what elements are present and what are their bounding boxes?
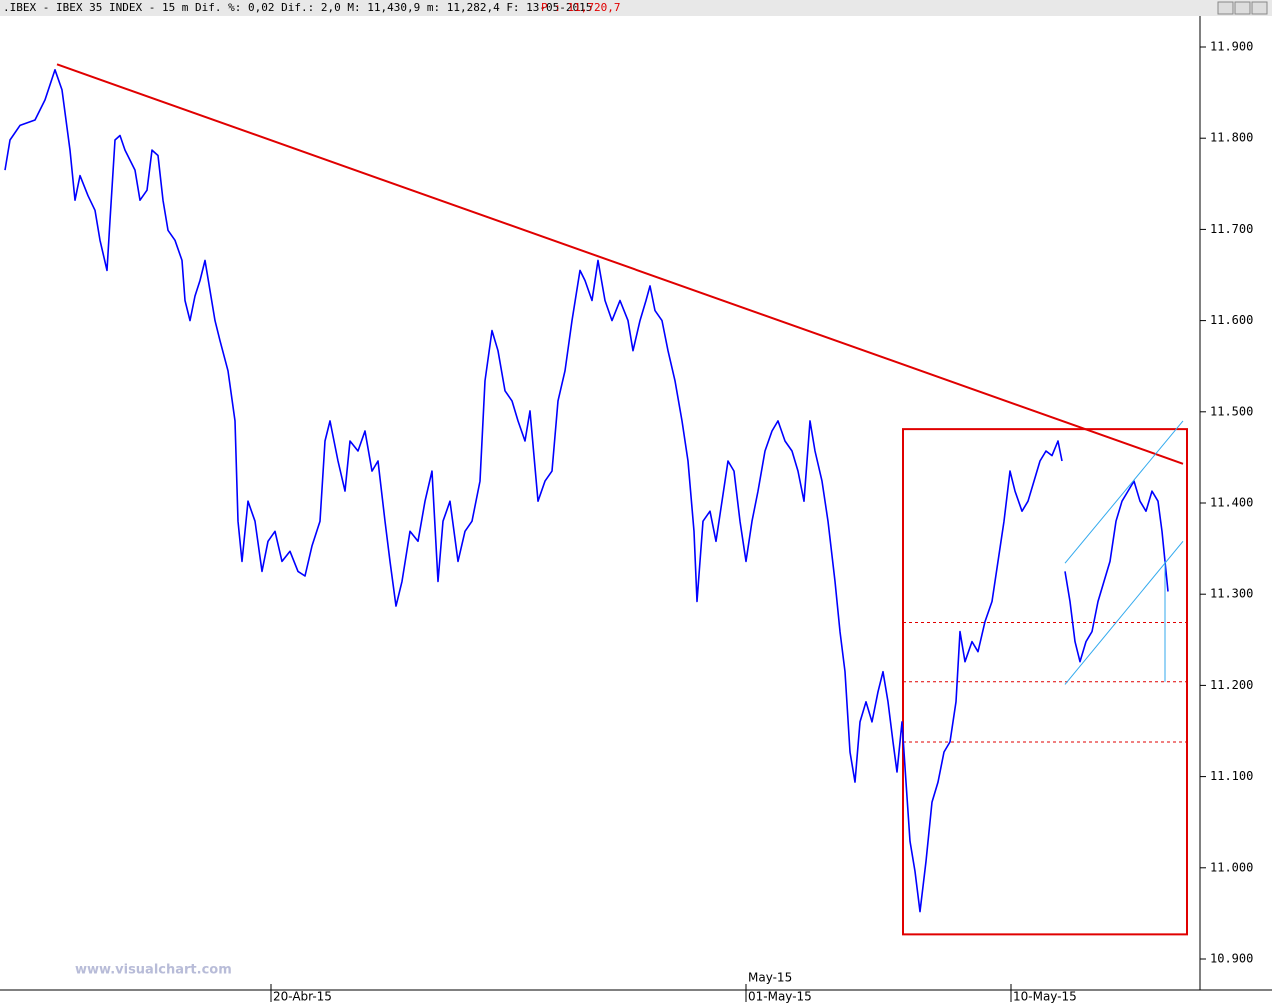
- price-line: [4, 69, 1169, 913]
- watermark: www.visualchart.com: [75, 963, 232, 978]
- trend-line: [1064, 420, 1184, 564]
- y-tick-label: 11.300: [1210, 587, 1253, 601]
- close-button[interactable]: [1251, 1, 1268, 15]
- header-bar: [0, 0, 1272, 16]
- x-tick-label: 20-Abr-15: [273, 990, 332, 1004]
- y-tick-label: 11.400: [1210, 496, 1253, 510]
- price-label: P : 11,720,7: [541, 1, 620, 14]
- x-tick-label: 10-May-15: [1013, 990, 1077, 1004]
- y-tick-label: 10.900: [1210, 951, 1253, 965]
- x-tick-label: 01-May-15: [748, 990, 812, 1004]
- window-buttons[interactable]: [1217, 1, 1268, 15]
- x-period-label: May-15: [748, 971, 792, 985]
- y-tick-label: 11.200: [1210, 678, 1253, 692]
- y-tick-label: 11.600: [1210, 313, 1253, 327]
- trend-line: [56, 63, 1184, 465]
- y-tick-label: 11.800: [1210, 131, 1253, 145]
- y-tick-label: 11.000: [1210, 860, 1253, 874]
- maximize-button[interactable]: [1234, 1, 1251, 15]
- y-tick-label: 11.100: [1210, 769, 1253, 783]
- minimize-button[interactable]: [1217, 1, 1234, 15]
- y-tick-label: 11.500: [1210, 404, 1253, 418]
- y-tick-label: 11.700: [1210, 222, 1253, 236]
- y-tick-label: 11.900: [1210, 40, 1253, 54]
- trend-line: [1064, 540, 1184, 685]
- chart-title: .IBEX - IBEX 35 INDEX - 15 m Dif. %: 0,0…: [3, 1, 592, 14]
